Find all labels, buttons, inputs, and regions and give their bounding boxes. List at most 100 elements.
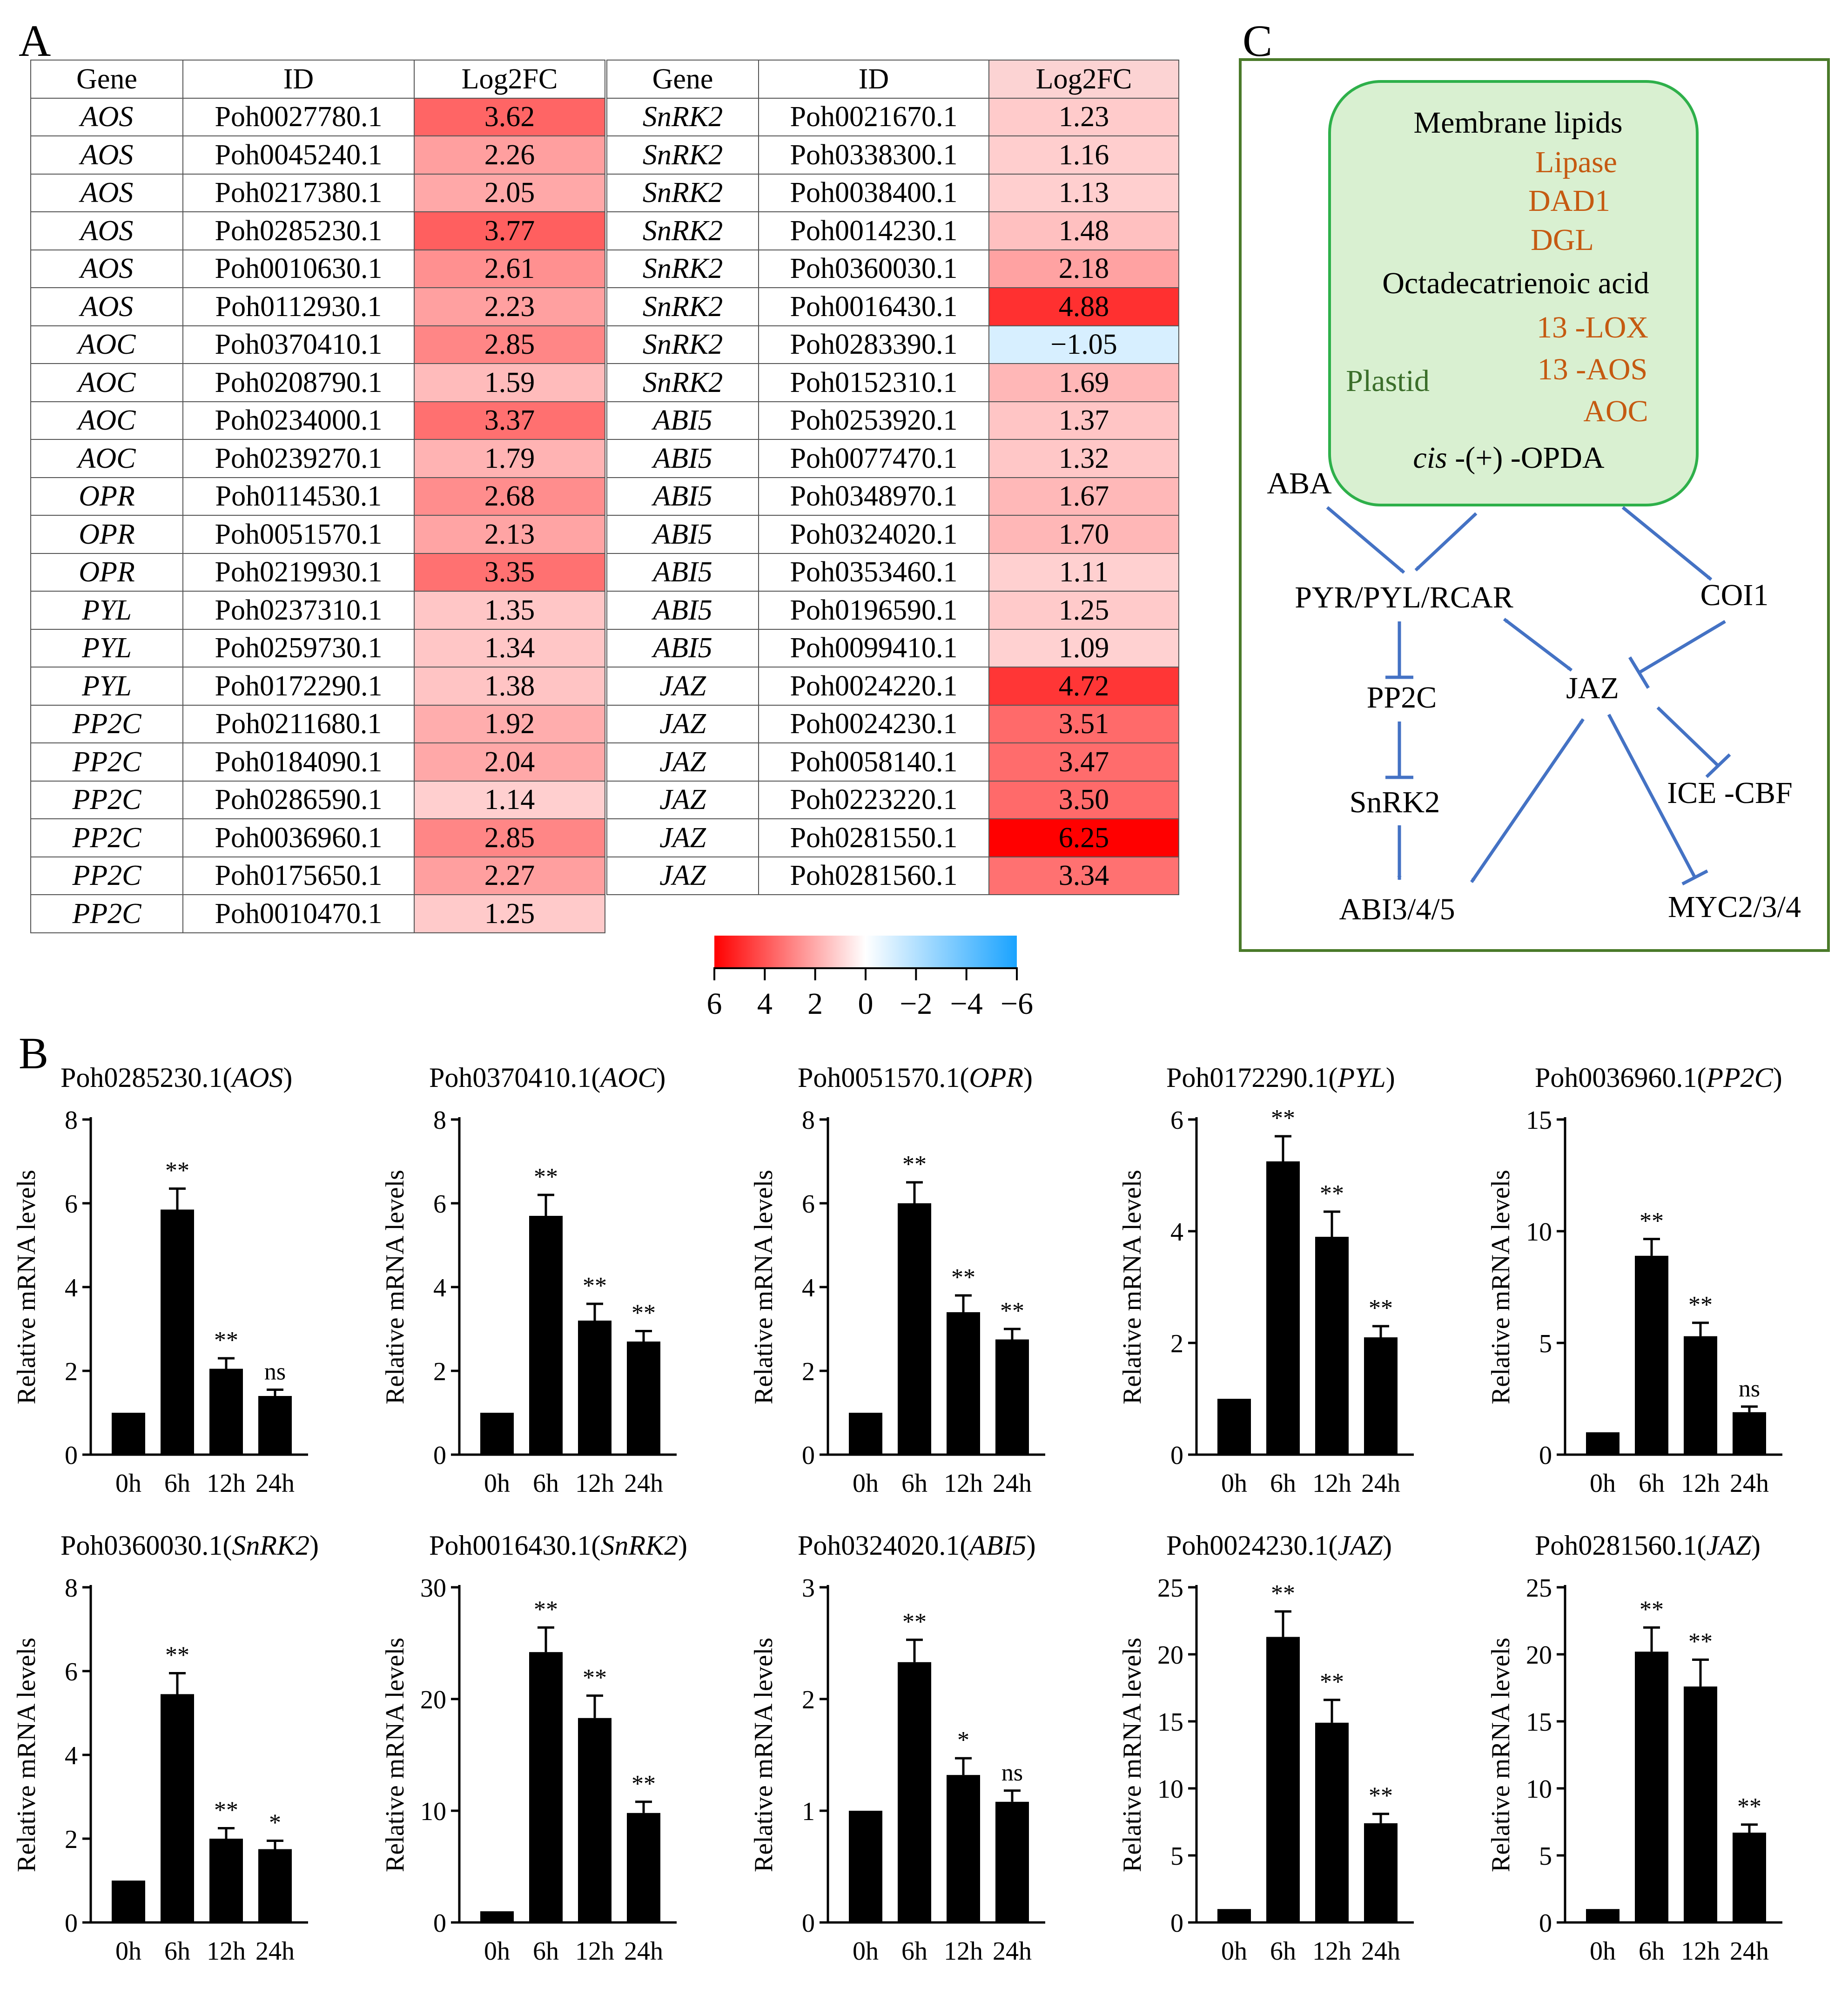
id-cell: Poh0239270.1 <box>182 439 415 478</box>
chart-title: Poh0285230.1(AOS) <box>60 1062 292 1093</box>
x-tick-label: 24h <box>255 1937 295 1966</box>
y-tick-label: 10 <box>1157 1775 1183 1804</box>
bar <box>1217 1399 1251 1455</box>
y-axis-label: Relative mRNA levels <box>749 1170 778 1404</box>
significance-label: ** <box>1640 1596 1664 1623</box>
y-axis-label: Relative mRNA levels <box>1118 1638 1147 1872</box>
x-tick-label: 6h <box>164 1937 190 1966</box>
id-cell: Poh0024220.1 <box>758 667 989 706</box>
bar-chart-1: Poh0285230.1(AOS)Relative mRNA levels024… <box>12 1062 308 1498</box>
bar <box>849 1413 882 1455</box>
id-cell: Poh0045240.1 <box>182 135 415 175</box>
bar <box>947 1775 980 1922</box>
gene-cell: OPR <box>30 477 183 516</box>
x-tick-label: 24h <box>1361 1937 1400 1966</box>
chart-title-id: Poh0370410.1 <box>429 1062 591 1093</box>
id-cell: Poh0058140.1 <box>758 742 989 782</box>
chart-title-close: ) <box>1751 1530 1761 1561</box>
heat-cell: 2.26 <box>414 135 605 175</box>
id-cell: Poh0283390.1 <box>758 325 989 364</box>
significance-label: ** <box>1737 1794 1761 1820</box>
lipase-label: Lipase <box>1535 145 1617 179</box>
id-cell: Poh0114530.1 <box>182 477 415 516</box>
y-tick-label: 4 <box>1170 1218 1183 1247</box>
y-tick-label: 5 <box>1539 1842 1552 1871</box>
y-tick-label: 5 <box>1170 1842 1183 1871</box>
gene-cell: AOC <box>30 325 183 364</box>
table-row: SnRK2 Poh0021670.1 1.23 <box>606 97 1179 136</box>
x-tick-label: 12h <box>944 1937 983 1966</box>
y-tick-label: 0 <box>1539 1441 1552 1470</box>
table-row: OPR Poh0114530.1 2.68 <box>30 477 605 516</box>
chart-title-id: Poh0036960.1 <box>1535 1062 1697 1093</box>
significance-label: ** <box>1688 1629 1713 1655</box>
y-tick-label: 5 <box>1539 1329 1552 1358</box>
y-tick-label: 0 <box>433 1909 446 1938</box>
y-tick-label: 0 <box>433 1441 446 1470</box>
gene-cell: JAZ <box>606 667 759 706</box>
bar <box>1266 1161 1300 1455</box>
table-row: SnRK2 Poh0283390.1 −1.05 <box>606 325 1179 364</box>
id-cell: Poh0021670.1 <box>758 97 989 136</box>
opda-prefix: cis <box>1413 441 1447 475</box>
gene-cell: AOC <box>30 439 183 478</box>
significance-label: ** <box>1320 1180 1344 1207</box>
chart-title-open: ( <box>591 1062 600 1093</box>
table-row: AOS Poh0010630.1 2.61 <box>30 249 605 288</box>
id-cell: Poh0038400.1 <box>758 173 989 212</box>
table-header-row: Gene ID Log2FC <box>606 60 1179 99</box>
significance-label: * <box>269 1810 281 1836</box>
chart-title: Poh0172290.1(PYL) <box>1166 1062 1395 1093</box>
significance-label: ** <box>1320 1669 1344 1695</box>
chart-title-close: ) <box>678 1530 687 1561</box>
gene-cell: AOS <box>30 173 183 212</box>
heat-cell: 3.62 <box>414 97 605 136</box>
significance-label: ** <box>583 1665 607 1691</box>
table-row: SnRK2 Poh0338300.1 1.16 <box>606 135 1179 175</box>
table-row: ABI5 Poh0196590.1 1.25 <box>606 591 1179 630</box>
bar <box>1266 1637 1300 1922</box>
id-cell: Poh0027780.1 <box>182 97 415 136</box>
significance-label: ** <box>534 1164 558 1190</box>
gene-cell: PYL <box>30 591 183 630</box>
heat-cell: 4.88 <box>988 287 1179 326</box>
chart-title-id: Poh0024230.1 <box>1166 1530 1328 1561</box>
y-tick-label: 15 <box>1526 1106 1552 1135</box>
x-tick-label: 6h <box>164 1469 190 1498</box>
significance-label: ** <box>632 1300 656 1327</box>
gene-cell: JAZ <box>606 704 759 743</box>
bar <box>258 1849 292 1922</box>
y-tick-label: 4 <box>433 1274 446 1302</box>
y-tick-label: 2 <box>802 1686 815 1714</box>
heat-cell: 1.23 <box>988 97 1179 136</box>
bar <box>1586 1909 1620 1922</box>
gene-cell: PP2C <box>30 704 183 743</box>
gene-cell: ABI5 <box>606 628 759 668</box>
x-tick-label: 6h <box>533 1937 559 1966</box>
header-log2fc: Log2FC <box>414 60 605 99</box>
y-axis-label: Relative mRNA levels <box>381 1170 410 1404</box>
heat-cell: 3.47 <box>988 742 1179 782</box>
colorbar-tick-label: 6 <box>707 987 722 1021</box>
y-tick-label: 8 <box>802 1106 815 1135</box>
table-row: OPR Poh0219930.1 3.35 <box>30 553 605 592</box>
table-row: AOC Poh0239270.1 1.79 <box>30 439 605 478</box>
gene-cell: ABI5 <box>606 477 759 516</box>
id-cell: Poh0360030.1 <box>758 249 989 288</box>
x-tick-label: 6h <box>533 1469 559 1498</box>
table-row: AOC Poh0208790.1 1.59 <box>30 363 605 402</box>
gene-cell: PP2C <box>30 780 183 819</box>
chart-title-close: ) <box>1027 1530 1036 1561</box>
chart-title-gene: SnRK2 <box>232 1530 309 1561</box>
x-tick-label: 24h <box>255 1469 295 1498</box>
inhibit-jaz-myc-bar <box>1681 869 1708 886</box>
plastid-label: Plastid <box>1346 364 1430 398</box>
gene-cell: JAZ <box>606 856 759 895</box>
chart-title-open: ( <box>591 1530 600 1561</box>
heat-cell: 1.11 <box>988 553 1179 592</box>
inhibit-coi1-jaz-bar <box>1628 656 1650 689</box>
bar <box>1364 1823 1398 1922</box>
heat-cell: 1.92 <box>414 704 605 743</box>
chart-title-id: Poh0051570.1 <box>798 1062 960 1093</box>
table-row: AOS Poh0217380.1 2.05 <box>30 173 605 212</box>
